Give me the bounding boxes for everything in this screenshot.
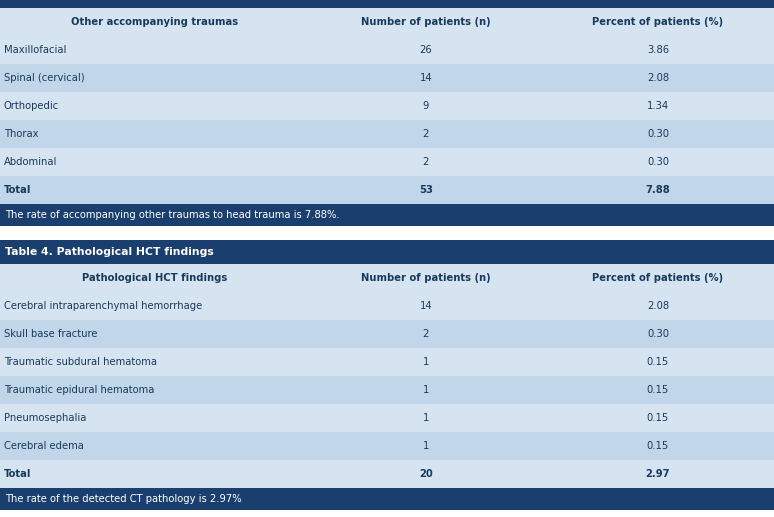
Text: 26: 26 bbox=[420, 45, 432, 55]
Text: 14: 14 bbox=[420, 301, 432, 311]
Bar bbox=[0, 92, 774, 120]
Text: Abdominal: Abdominal bbox=[4, 157, 57, 167]
Text: Total: Total bbox=[4, 185, 32, 195]
Text: 1: 1 bbox=[423, 441, 429, 451]
Text: 2: 2 bbox=[423, 129, 429, 139]
Text: The rate of accompanying other traumas to head trauma is 7.88%.: The rate of accompanying other traumas t… bbox=[5, 210, 340, 220]
Text: Traumatic subdural hematoma: Traumatic subdural hematoma bbox=[4, 357, 157, 367]
Bar bbox=[0, 0, 774, 8]
Text: Number of patients (n): Number of patients (n) bbox=[361, 273, 491, 283]
Bar bbox=[0, 148, 774, 176]
Text: 2: 2 bbox=[423, 329, 429, 339]
Bar bbox=[0, 292, 774, 320]
Text: 1: 1 bbox=[423, 385, 429, 395]
Text: 0.15: 0.15 bbox=[647, 357, 669, 367]
Text: 0.30: 0.30 bbox=[647, 129, 669, 139]
Text: 14: 14 bbox=[420, 73, 432, 83]
Bar bbox=[0, 176, 774, 204]
Text: 1: 1 bbox=[423, 413, 429, 423]
Bar bbox=[0, 64, 774, 92]
Bar bbox=[0, 320, 774, 348]
Bar bbox=[0, 240, 774, 264]
Text: 2.97: 2.97 bbox=[646, 469, 670, 479]
Text: 7.88: 7.88 bbox=[646, 185, 670, 195]
Text: 3.86: 3.86 bbox=[647, 45, 669, 55]
Bar bbox=[0, 376, 774, 404]
Text: 0.30: 0.30 bbox=[647, 157, 669, 167]
Bar bbox=[0, 348, 774, 376]
Text: Other accompanying traumas: Other accompanying traumas bbox=[71, 17, 238, 27]
Bar bbox=[0, 488, 774, 510]
Text: Percent of patients (%): Percent of patients (%) bbox=[592, 17, 724, 27]
Text: Pneumosephalia: Pneumosephalia bbox=[4, 413, 87, 423]
Bar bbox=[0, 36, 774, 64]
Bar bbox=[0, 404, 774, 432]
Text: Skull base fracture: Skull base fracture bbox=[4, 329, 98, 339]
Text: Maxillofacial: Maxillofacial bbox=[4, 45, 67, 55]
Text: Percent of patients (%): Percent of patients (%) bbox=[592, 273, 724, 283]
Bar bbox=[0, 226, 774, 240]
Text: 9: 9 bbox=[423, 101, 429, 111]
Text: 0.30: 0.30 bbox=[647, 329, 669, 339]
Bar bbox=[0, 264, 774, 292]
Text: Thorax: Thorax bbox=[4, 129, 39, 139]
Text: Pathological HCT findings: Pathological HCT findings bbox=[82, 273, 228, 283]
Text: Cerebral intraparenchymal hemorrhage: Cerebral intraparenchymal hemorrhage bbox=[4, 301, 202, 311]
Text: Total: Total bbox=[4, 469, 32, 479]
Text: 2: 2 bbox=[423, 157, 429, 167]
Bar bbox=[0, 510, 774, 517]
Text: Orthopedic: Orthopedic bbox=[4, 101, 60, 111]
Text: 1.34: 1.34 bbox=[647, 101, 669, 111]
Text: 0.15: 0.15 bbox=[647, 413, 669, 423]
Text: 2.08: 2.08 bbox=[647, 73, 669, 83]
Text: 0.15: 0.15 bbox=[647, 385, 669, 395]
Bar bbox=[0, 204, 774, 226]
Bar bbox=[0, 8, 774, 36]
Text: 0.15: 0.15 bbox=[647, 441, 669, 451]
Text: Cerebral edema: Cerebral edema bbox=[4, 441, 84, 451]
Text: 1: 1 bbox=[423, 357, 429, 367]
Text: Number of patients (n): Number of patients (n) bbox=[361, 17, 491, 27]
Text: 20: 20 bbox=[419, 469, 433, 479]
Text: Spinal (cervical): Spinal (cervical) bbox=[4, 73, 84, 83]
Text: 2.08: 2.08 bbox=[647, 301, 669, 311]
Bar bbox=[0, 120, 774, 148]
Text: Traumatic epidural hematoma: Traumatic epidural hematoma bbox=[4, 385, 154, 395]
Text: 53: 53 bbox=[419, 185, 433, 195]
Text: Table 4. Pathological HCT findings: Table 4. Pathological HCT findings bbox=[5, 247, 214, 257]
Bar bbox=[0, 432, 774, 460]
Text: The rate of the detected CT pathology is 2.97%: The rate of the detected CT pathology is… bbox=[5, 494, 241, 504]
Bar bbox=[0, 460, 774, 488]
